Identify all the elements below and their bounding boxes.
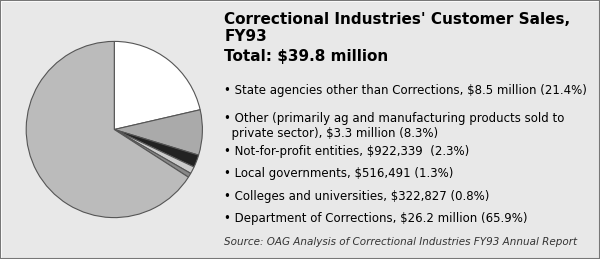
Text: • Other (primarily ag and manufacturing products sold to
  private sector), $3.3: • Other (primarily ag and manufacturing …	[224, 112, 565, 140]
Wedge shape	[114, 110, 202, 155]
Text: Correctional Industries' Customer Sales, FY93: Correctional Industries' Customer Sales,…	[224, 12, 571, 44]
Wedge shape	[114, 130, 194, 173]
Text: • State agencies other than Corrections, $8.5 million (21.4%): • State agencies other than Corrections,…	[224, 84, 587, 97]
Text: • Local governments, $516,491 (1.3%): • Local governments, $516,491 (1.3%)	[224, 167, 454, 180]
Text: • Department of Corrections, $26.2 million (65.9%): • Department of Corrections, $26.2 milli…	[224, 212, 528, 225]
Wedge shape	[114, 130, 191, 177]
Text: Source: OAG Analysis of Correctional Industries FY93 Annual Report: Source: OAG Analysis of Correctional Ind…	[224, 237, 577, 247]
Text: Total: $39.8 million: Total: $39.8 million	[224, 49, 388, 64]
Wedge shape	[26, 41, 188, 218]
Text: • Not-for-profit entities, $922,339  (2.3%): • Not-for-profit entities, $922,339 (2.3…	[224, 145, 469, 157]
Text: • Colleges and universities, $322,827 (0.8%): • Colleges and universities, $322,827 (0…	[224, 190, 490, 203]
Wedge shape	[114, 41, 200, 130]
Wedge shape	[114, 130, 199, 167]
